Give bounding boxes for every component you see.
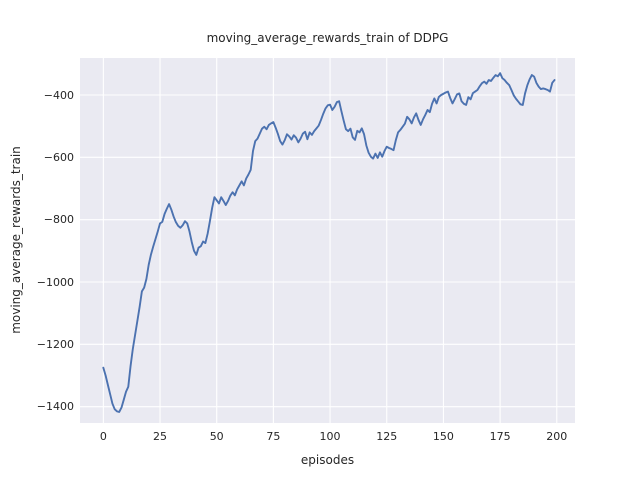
x-tick-label: 50	[209, 430, 224, 443]
x-tick-label: 150	[432, 430, 454, 443]
x-tick-label: 125	[376, 430, 398, 443]
data-line-group	[102, 72, 556, 413]
y-tick-label: −1000	[36, 275, 74, 289]
y-tick-label: −1200	[36, 337, 74, 351]
plot-area	[80, 58, 575, 423]
y-tick-label: −400	[43, 88, 74, 102]
x-tick-label: 100	[319, 430, 341, 443]
x-tick-label: 200	[546, 430, 568, 443]
chart-title: moving_average_rewards_train of DDPG	[206, 31, 449, 45]
data-line	[102, 72, 556, 413]
x-tick-label: 75	[266, 430, 281, 443]
x-axis-label: episodes	[300, 453, 355, 467]
x-tick-label: 25	[153, 430, 168, 443]
plot-canvas	[80, 58, 575, 423]
x-tick-label: 175	[489, 430, 511, 443]
y-tick-label: −1400	[36, 400, 74, 414]
x-tick-label: 0	[99, 430, 107, 443]
y-axis-label: moving_average_rewards_train	[9, 146, 23, 334]
y-tick-label: −800	[43, 213, 74, 227]
y-tick-label: −600	[43, 150, 74, 164]
